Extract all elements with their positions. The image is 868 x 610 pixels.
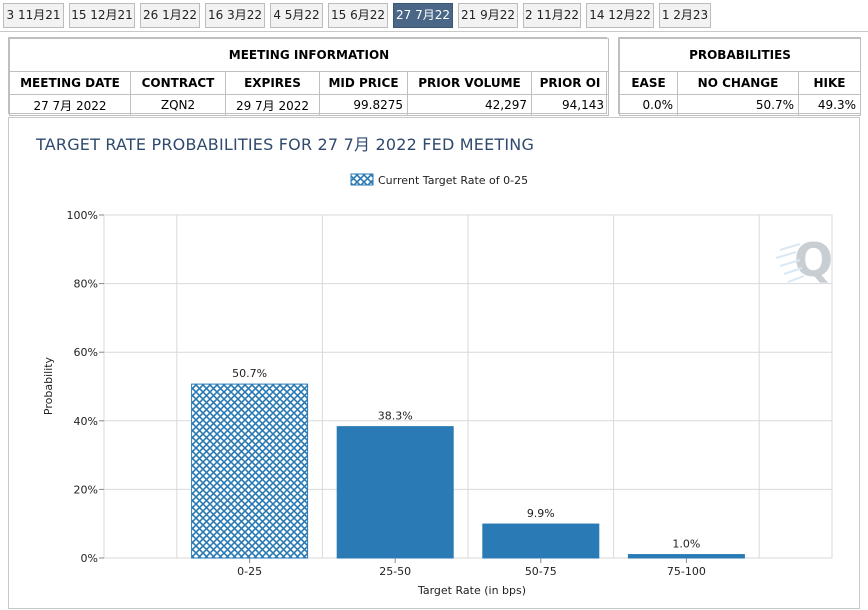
x-axis-label: Target Rate (in bps) (417, 584, 526, 597)
y-tick-label: 60% (74, 346, 98, 359)
data-label: 50.7% (232, 367, 267, 380)
meeting-information-heading: MEETING INFORMATION (9, 38, 609, 72)
bar-75-100 (627, 554, 745, 559)
data-label: 9.9% (527, 507, 555, 520)
cell-ease: 0.0% (619, 94, 678, 116)
x-tick-label: 0-25 (237, 565, 262, 578)
cell-contract: ZQN2 (130, 94, 226, 116)
y-tick-label: 20% (74, 483, 98, 496)
tab-meeting-5[interactable]: 4 5月22 (270, 3, 323, 28)
y-tick-label: 0% (81, 552, 98, 565)
legend-label: Current Target Rate of 0-25 (378, 174, 528, 187)
chart-title: TARGET RATE PROBABILITIES FOR 27 7月 2022… (36, 135, 535, 154)
x-tick-label: 75-100 (667, 565, 706, 578)
watermark-stroke (783, 267, 803, 275)
y-tick-label: 40% (74, 415, 98, 428)
cell-mid-price: 99.8275 (319, 94, 408, 116)
cell-no-change: 50.7% (677, 94, 799, 116)
bar-50-75 (482, 523, 600, 559)
col-contract: CONTRACT (130, 71, 226, 95)
tab-meeting-10[interactable]: 14 12月22 (586, 3, 654, 28)
y-axis-label: Probability (42, 356, 55, 415)
x-tick-label: 25-50 (379, 565, 411, 578)
table-row: 0.0% 50.7% 49.3% (619, 94, 862, 116)
tab-meeting-11[interactable]: 1 2月23 (659, 3, 711, 28)
data-label: 38.3% (378, 410, 413, 423)
data-label: 1.0% (672, 538, 700, 551)
cell-prior-oi: 94,143 (531, 94, 609, 116)
y-tick-label: 100% (67, 209, 98, 222)
col-prior-volume: PRIOR VOLUME (407, 71, 532, 95)
cell-expires: 29 7月 2022 (225, 94, 320, 116)
tab-meeting-7[interactable]: 27 7月22 (393, 3, 453, 28)
q-logo-icon: Q (775, 233, 833, 287)
tab-meeting-6[interactable]: 15 6月22 (328, 3, 388, 28)
col-no-change: NO CHANGE (677, 71, 799, 95)
x-tick-label: 50-75 (525, 565, 557, 578)
tab-meeting-9[interactable]: 2 11月22 (523, 3, 581, 28)
watermark-stroke (787, 275, 805, 283)
legend-swatch (350, 173, 374, 186)
meeting-information-table: MEETING INFORMATION MEETING DATE CONTRAC… (8, 37, 609, 116)
bar-0-25 (191, 383, 309, 559)
watermark-stroke (775, 251, 797, 259)
tab-meeting-1[interactable]: 3 11月21 (3, 3, 64, 28)
tab-meeting-3[interactable]: 26 1月22 (140, 3, 200, 28)
y-tick-label: 80% (74, 278, 98, 291)
probabilities-table: PROBABILITIES EASE NO CHANGE HIKE 0.0% 5… (618, 37, 862, 116)
tab-meeting-8[interactable]: 21 9月22 (458, 3, 518, 28)
legend: Current Target Rate of 0-25 (350, 173, 528, 187)
probabilities-heading: PROBABILITIES (618, 38, 862, 72)
cell-hike: 49.3% (797, 94, 862, 116)
tab-meeting-2[interactable]: 15 12月21 (69, 3, 135, 28)
watermark-stroke (779, 243, 801, 251)
watermark-stroke (779, 259, 801, 267)
tab-bar: 3 11月21 15 12月21 26 1月22 16 3月22 4 5月22 15 6月… (0, 0, 868, 32)
bar-25-50 (336, 426, 454, 559)
table-row: 27 7月 2022 ZQN2 29 7月 2022 99.8275 42,29… (9, 94, 609, 116)
col-mid-price: MID PRICE (319, 71, 408, 95)
tab-meeting-4[interactable]: 16 3月22 (205, 3, 265, 28)
